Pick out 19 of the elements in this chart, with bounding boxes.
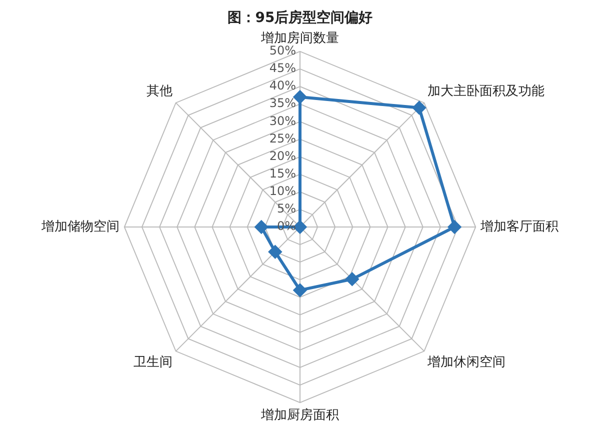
y-tick-label: 30% xyxy=(269,114,296,128)
spoke-label: 增加客厅面积 xyxy=(480,218,559,234)
y-tick-label: 50% xyxy=(269,44,296,58)
y-tick-label: 40% xyxy=(269,78,296,93)
chart-title: 图：95后房型空间偏好 xyxy=(227,9,373,26)
spoke-label: 增加储物空间 xyxy=(40,219,120,234)
y-tick-label: 20% xyxy=(269,148,296,163)
y-tick-label: 35% xyxy=(269,96,296,110)
spoke-label: 增加厨房面积 xyxy=(260,406,339,423)
y-tick-label: 15% xyxy=(269,166,296,180)
y-tick-label: 5% xyxy=(276,202,296,216)
spoke-label: 增加休闲空间 xyxy=(426,354,506,370)
spoke-label: 加大主卧面积及功能 xyxy=(428,82,545,99)
spoke-label: 卫生间 xyxy=(133,354,172,370)
y-tick-label: 45% xyxy=(269,61,296,76)
y-tick-label: 25% xyxy=(269,131,296,146)
y-tick-label: 10% xyxy=(269,184,296,198)
spoke-label: 其他 xyxy=(146,84,172,99)
spoke-label: 增加房间数量 xyxy=(260,30,339,46)
